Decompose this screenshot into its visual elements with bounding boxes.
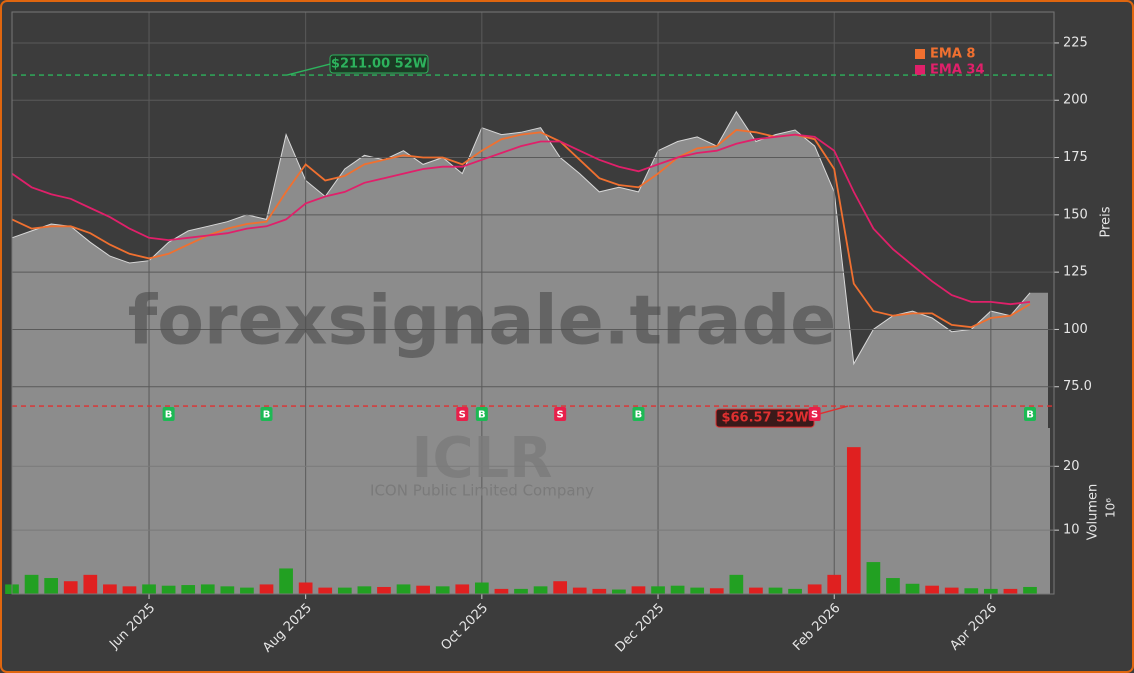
price-area xyxy=(12,111,1048,428)
volume-bar xyxy=(651,586,665,594)
volume-bar xyxy=(396,584,411,594)
volume-bar xyxy=(416,585,430,594)
volume-bar xyxy=(944,587,959,594)
volume-bar xyxy=(1023,586,1037,594)
y-tick-label: 175 xyxy=(1063,150,1088,165)
volume-bar xyxy=(827,574,842,594)
volume-bar xyxy=(337,587,352,594)
signal-label: B xyxy=(165,410,173,421)
signal-label: S xyxy=(811,410,818,421)
volume-bar xyxy=(709,588,724,594)
volume-bar xyxy=(161,585,176,594)
volume-bar xyxy=(357,586,372,594)
y-tick-label: 100 xyxy=(1063,322,1088,337)
volume-bar xyxy=(142,584,156,594)
y2-axis-label: Volumen xyxy=(1086,484,1101,541)
signal-label: S xyxy=(557,410,564,421)
ema-line xyxy=(11,129,1031,329)
volume-bar xyxy=(533,586,548,594)
signal-marker xyxy=(456,407,469,421)
signal-label: B xyxy=(1026,410,1034,421)
volume-bar xyxy=(435,586,450,594)
y2-tick-label: 20 xyxy=(1063,459,1080,474)
volume-bar xyxy=(788,588,802,594)
volume-bar xyxy=(631,586,646,594)
volume-bar xyxy=(494,588,509,594)
signal-label: B xyxy=(263,410,271,421)
volume-bar xyxy=(553,581,568,594)
volume-bar xyxy=(44,578,59,594)
chart-title: ICLR xyxy=(412,426,553,491)
volume-bar xyxy=(1003,588,1018,594)
volume-bar xyxy=(220,586,235,594)
legend-label: EMA 34 xyxy=(930,63,985,78)
ema-line xyxy=(11,133,1031,306)
volume-bar xyxy=(83,574,98,594)
volume-bar xyxy=(514,588,528,594)
signal-marker xyxy=(632,407,645,421)
chart-subtitle: ICON Public Limited Company xyxy=(370,482,594,500)
volume-bar xyxy=(24,574,39,594)
volume-bar xyxy=(592,588,607,594)
y-tick-label: 200 xyxy=(1063,93,1088,108)
y-tick-label: 75.0 xyxy=(1063,379,1092,394)
volume-bar xyxy=(768,587,783,594)
signal-marker xyxy=(475,407,488,421)
volume-bar xyxy=(886,578,900,594)
volume-bar xyxy=(807,584,822,594)
legend-swatch xyxy=(915,49,925,59)
volume-bar xyxy=(983,588,998,594)
volume-bar xyxy=(122,586,137,594)
legend-label: EMA 8 xyxy=(930,47,975,62)
signal-marker xyxy=(554,407,567,421)
y-tick-label: 150 xyxy=(1063,207,1088,222)
signal-label: S xyxy=(459,410,466,421)
signal-marker xyxy=(162,407,175,421)
volume-bar xyxy=(298,582,313,594)
volume-bar xyxy=(455,584,470,594)
y2-tick-label: 10 xyxy=(1063,523,1080,538)
watermark: forexsignale.trade xyxy=(128,282,837,361)
volume-bar xyxy=(181,585,196,594)
plot-border xyxy=(11,11,1055,595)
volume-bar xyxy=(925,585,939,594)
signal-label: B xyxy=(478,410,486,421)
price-line xyxy=(11,110,1031,366)
annotation-label: $211.00 52W xyxy=(331,57,427,72)
volume-bar xyxy=(200,584,215,594)
legend-swatch xyxy=(915,65,925,75)
volume-bar xyxy=(103,584,117,594)
signal-marker xyxy=(1024,407,1036,421)
volume-bar xyxy=(670,585,685,594)
volume-bar xyxy=(63,581,78,594)
volume-bar xyxy=(866,562,881,594)
volume-bar xyxy=(729,574,744,594)
volume-bar xyxy=(846,447,861,594)
y2-exponent: 10⁶ xyxy=(1104,498,1118,518)
y-tick-label: 225 xyxy=(1063,35,1088,50)
volume-bar xyxy=(964,588,979,594)
volume-bar xyxy=(279,568,293,594)
annotation-label: $66.57 52W xyxy=(721,411,808,426)
volume-bar xyxy=(749,587,763,594)
signal-marker xyxy=(808,407,821,421)
volume-bar xyxy=(240,587,254,594)
volume-bar xyxy=(259,584,274,594)
signal-label: B xyxy=(635,410,643,421)
volume-bar xyxy=(905,583,920,594)
volume-bar xyxy=(572,587,587,594)
volume-bar xyxy=(612,589,626,594)
volume-bar xyxy=(318,587,333,594)
signal-marker xyxy=(260,407,273,421)
annotation-box xyxy=(329,54,429,74)
arrow xyxy=(286,63,331,76)
y-tick-label: 125 xyxy=(1063,265,1088,280)
volume-bar xyxy=(690,587,705,594)
y-axis-label: Preis xyxy=(1099,206,1114,237)
volume-bar xyxy=(377,586,391,594)
volume-bar xyxy=(474,582,489,594)
